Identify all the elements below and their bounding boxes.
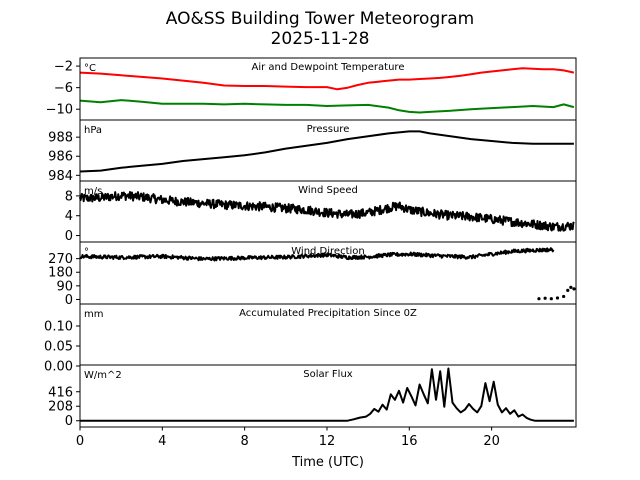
panel-precipitation: 0.00 0.05 0.10 mm Accumulated Precipitation … — [44, 303, 577, 375]
panel-title: Solar Flux — [303, 369, 353, 380]
x-axis: 0 4 8 12 16 20 — [76, 434, 500, 449]
series-wind_direction-1-point — [569, 285, 573, 289]
series-wind_direction-0-line — [79, 247, 555, 262]
y-tick-label: 416 — [48, 385, 73, 400]
x-tick-label: 0 — [76, 434, 84, 449]
panels: −2 −6 −10 °C Air and Dewpoint Temperature 984… — [44, 57, 577, 431]
series-temperature-0-line — [79, 67, 575, 91]
y-tick-label: 986 — [48, 150, 73, 165]
y-tick-label: 0 — [65, 293, 73, 308]
figure-title: AO&SS Building Tower Meteorogram — [166, 9, 474, 29]
series-temperature-1-line — [79, 99, 575, 114]
x-axis-label: Time (UTC) — [291, 455, 364, 470]
series-wind_direction-1-point — [572, 287, 576, 291]
panel-title: Wind Speed — [298, 185, 358, 196]
y-tick-label: 0 — [65, 414, 73, 429]
y-tick-label: 4 — [65, 209, 73, 224]
panel-background — [80, 58, 576, 120]
series-wind_direction-1-point — [549, 297, 553, 301]
x-tick-label: 4 — [158, 434, 166, 449]
x-tick-label: 12 — [319, 434, 336, 449]
panel-background — [80, 304, 576, 366]
panel-unit: hPa — [84, 125, 102, 136]
series-wind_direction-1-point — [555, 296, 560, 300]
y-tick-label: 988 — [48, 131, 73, 146]
panel-background — [80, 120, 576, 182]
series-solar-0-line — [80, 367, 574, 422]
series-wind_direction-1-point — [537, 297, 541, 301]
y-tick-label: 0.10 — [44, 320, 73, 335]
y-tick-label: 270 — [48, 252, 73, 267]
panel-unit: °C — [84, 63, 96, 74]
panel-title: Air and Dewpoint Temperature — [252, 62, 405, 73]
x-tick-label: 8 — [241, 434, 249, 449]
panel-pressure: 984 986 988 hPa Pressure — [48, 119, 577, 186]
panel-unit: W/m^2 — [84, 370, 122, 381]
y-tick-label: −6 — [54, 81, 73, 96]
y-tick-label: 208 — [48, 400, 73, 415]
y-tick-label: 984 — [48, 169, 73, 184]
panel-temperature: −2 −6 −10 °C Air and Dewpoint Temperature — [46, 57, 577, 124]
panel-background — [80, 365, 576, 427]
y-tick-label: −10 — [46, 103, 73, 118]
y-tick-label: 0.05 — [44, 340, 73, 355]
panel-frame — [79, 364, 577, 428]
y-tick-label: 0 — [65, 229, 73, 244]
x-tick-label: 16 — [401, 434, 418, 449]
panel-unit: m/s — [84, 186, 102, 197]
series-wind_direction-1-point — [543, 296, 547, 300]
y-tick-label: 0.00 — [44, 360, 73, 375]
series-wind_direction-1-point — [562, 294, 566, 299]
y-tick-label: 90 — [56, 279, 73, 294]
panel-unit: mm — [84, 309, 103, 320]
panel-background — [80, 242, 576, 304]
y-tick-label: −2 — [54, 60, 73, 75]
series-wind_direction-1-point — [566, 288, 570, 292]
y-tick-label: 180 — [48, 266, 73, 281]
panel-title: Wind Direction — [291, 246, 365, 257]
panel-wind_speed: 0 4 8 m/s Wind Speed — [65, 180, 577, 247]
panel-title: Pressure — [307, 124, 350, 135]
panel-title: Accumulated Precipitation Since 0Z — [239, 308, 417, 319]
series-pressure-0-line — [79, 130, 574, 173]
panel-unit: ° — [84, 247, 89, 258]
figure-date: 2025-11-28 — [271, 29, 370, 49]
series-wind_speed-0-line — [79, 191, 575, 232]
x-tick-label: 20 — [483, 434, 500, 449]
y-tick-label: 8 — [65, 189, 73, 204]
